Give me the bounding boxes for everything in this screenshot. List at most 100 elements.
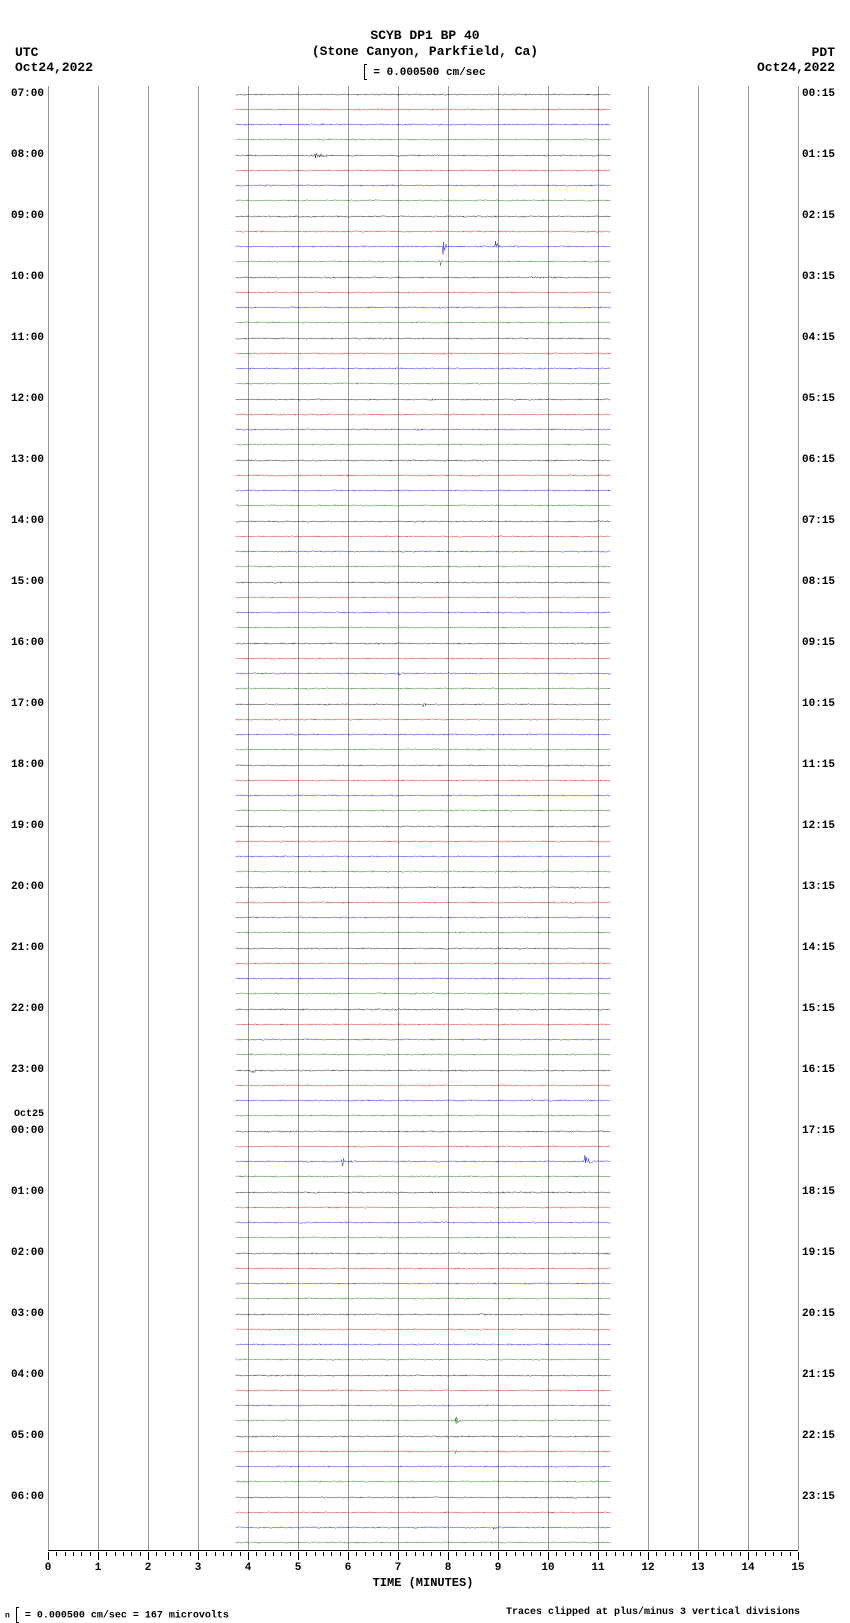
seismic-trace [48,292,798,293]
seismic-trace [48,948,798,949]
seismic-trace [48,505,798,506]
seismic-trace [48,1009,798,1010]
seismic-trace [48,688,798,689]
pdt-time-label: 14:15 [802,942,835,954]
pdt-time-label: 08:15 [802,576,835,588]
grid-vertical [148,86,149,1550]
seismic-trace [48,200,798,201]
x-tick-label: 9 [495,1562,502,1574]
pdt-time-label: 09:15 [802,637,835,649]
seismic-trace [48,1085,798,1086]
utc-time-label: 12:00 [11,393,44,405]
seismic-trace [48,643,798,644]
seismic-trace [48,1481,798,1482]
date-left: Oct24,2022 [15,60,93,75]
pdt-time-label: 04:15 [802,332,835,344]
pdt-time-label: 19:15 [802,1247,835,1259]
utc-time-label: 18:00 [11,759,44,771]
pdt-time-label: 16:15 [802,1064,835,1076]
seismic-trace [48,566,798,567]
seismic-trace [48,1298,798,1299]
seismic-trace [48,1024,798,1025]
seismic-trace [48,429,798,430]
seismic-trace [48,1390,798,1391]
seismic-trace [48,444,798,445]
grid-vertical [748,86,749,1550]
seismic-trace [48,94,798,95]
pdt-time-label: 10:15 [802,698,835,710]
utc-time-label: 19:00 [11,820,44,832]
grid-vertical [548,86,549,1550]
seismic-trace [48,1100,798,1101]
utc-time-label: 10:00 [11,271,44,283]
utc-time-label: 09:00 [11,210,44,222]
seismic-trace [48,871,798,872]
seismic-trace [48,597,798,598]
seismic-trace [48,1436,798,1437]
seismic-trace [48,460,798,461]
x-tick-label: 15 [791,1562,804,1574]
utc-time-label: 02:00 [11,1247,44,1259]
seismic-trace [48,1497,798,1498]
seismic-trace [48,1451,798,1452]
grid-vertical [248,86,249,1550]
seismic-trace [48,719,798,720]
x-tick-label: 2 [145,1562,152,1574]
chart-area: 07:0008:0009:0010:0011:0012:0013:0014:00… [48,86,798,1551]
seismic-trace [48,932,798,933]
seismic-trace [48,1161,798,1162]
utc-time-label: 15:00 [11,576,44,588]
seismic-trace [48,1253,798,1254]
utc-time-label: 13:00 [11,454,44,466]
seismic-trace [48,810,798,811]
seismic-trace [48,826,798,827]
grid-vertical [48,86,49,1550]
seismic-trace [48,856,798,857]
seismic-trace [48,1039,798,1040]
pdt-time-label: 22:15 [802,1430,835,1442]
utc-time-label: 00:00 [11,1125,44,1137]
seismic-trace [48,1283,798,1284]
seismic-trace [48,383,798,384]
seismic-trace [48,978,798,979]
seismic-trace [48,216,798,217]
footer-left: n = 0.000500 cm/sec = 167 microvolts [5,1607,229,1623]
utc-time-label: 21:00 [11,942,44,954]
pdt-time-label: 15:15 [802,1003,835,1015]
seismic-trace [48,521,798,522]
grid-vertical [198,86,199,1550]
pdt-time-label: 17:15 [802,1125,835,1137]
grid-vertical [398,86,399,1550]
seismic-trace [48,582,798,583]
seismic-trace [48,917,798,918]
seismic-trace [48,765,798,766]
tz-right: PDT [757,45,835,60]
grid-vertical [698,86,699,1550]
grid-vertical [598,86,599,1550]
seismic-trace [48,963,798,964]
seismic-trace [48,1192,798,1193]
seismic-trace [48,155,798,156]
pdt-time-label: 03:15 [802,271,835,283]
seismic-trace [48,307,798,308]
pdt-time-label: 06:15 [802,454,835,466]
utc-time-label: 14:00 [11,515,44,527]
seismic-trace [48,1237,798,1238]
pdt-time-label: 05:15 [802,393,835,405]
utc-time-label: 23:00 [11,1064,44,1076]
seismic-trace [48,277,798,278]
seismic-trace [48,231,798,232]
seismic-trace [48,475,798,476]
x-tick-label: 13 [691,1562,704,1574]
pdt-time-label: 12:15 [802,820,835,832]
scale-text: = 0.000500 cm/sec [373,67,485,79]
x-tick-label: 4 [245,1562,252,1574]
pdt-time-label: 13:15 [802,881,835,893]
utc-time-label: 01:00 [11,1186,44,1198]
x-tick-label: 14 [741,1562,754,1574]
seismic-trace [48,612,798,613]
seismic-trace [48,399,798,400]
seismic-trace [48,322,798,323]
pdt-time-label: 21:15 [802,1369,835,1381]
seismic-trace [48,1070,798,1071]
